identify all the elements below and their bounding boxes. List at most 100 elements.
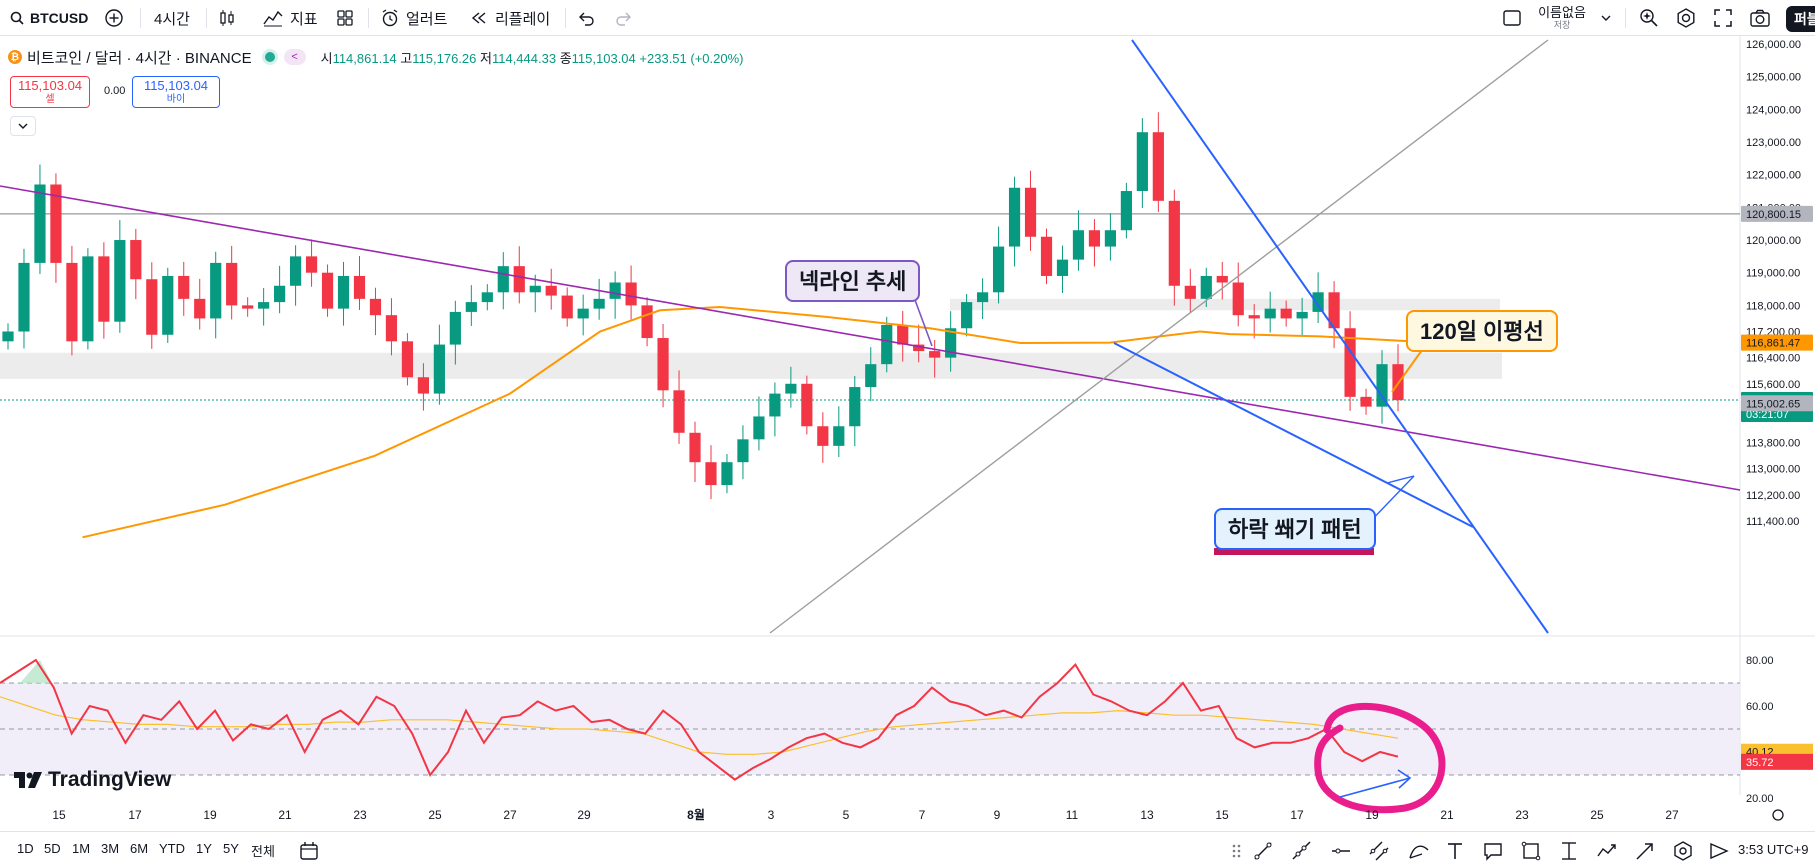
candle-body [1280, 308, 1292, 319]
wedge-callout[interactable]: 하락 쐐기 패턴 [1214, 508, 1376, 550]
horizontal-ray-icon[interactable] [1330, 840, 1352, 862]
candle-body [689, 432, 701, 463]
fullscreen-button[interactable] [1713, 0, 1733, 36]
candle-body [66, 262, 78, 342]
candle-body [337, 275, 350, 309]
candle-body [1008, 187, 1021, 247]
calendar-goto-icon[interactable] [298, 840, 320, 862]
divider [140, 8, 141, 28]
collapse-legend-button[interactable] [10, 116, 36, 136]
range-1m[interactable]: 1M [72, 841, 91, 856]
range-all[interactable]: 전체 [251, 844, 275, 859]
rsi-line[interactable] [0, 658, 1399, 781]
gear-icon [1677, 8, 1695, 28]
candle-body [577, 308, 589, 319]
axis-settings-icon[interactable] [1772, 809, 1784, 821]
indicators-button[interactable]: 지표 [262, 0, 318, 36]
add-circle-icon [105, 9, 123, 27]
candle-body [114, 240, 126, 322]
range-1y[interactable]: 1Y [196, 841, 212, 856]
timezone-clock[interactable]: 3:53 UTC+9 [1738, 842, 1809, 857]
publish-button[interactable]: 퍼블 [1786, 6, 1815, 32]
snapshot-button[interactable] [1749, 0, 1771, 36]
range-ytd[interactable]: YTD [159, 841, 185, 856]
range-1d[interactable]: 1D [17, 841, 34, 856]
candle-body [593, 298, 605, 309]
price-range-icon[interactable] [1558, 840, 1580, 862]
open-value: 114,861.14 [332, 50, 397, 66]
candle-body [305, 256, 318, 273]
sell-button[interactable]: 115,103.04 셀 [10, 76, 90, 108]
text-tool-icon[interactable] [1444, 840, 1466, 862]
tradingview-logo[interactable]: TradingView [14, 768, 171, 792]
candle-body [1360, 396, 1372, 407]
candle-body [977, 292, 989, 303]
alert-button[interactable]: 얼러트 [380, 0, 447, 36]
time-tick-label: 27 [1665, 808, 1679, 822]
candle-body [897, 324, 909, 345]
candle-body [1104, 230, 1117, 247]
ascending-trendline[interactable] [769, 39, 1549, 634]
time-tick-label: 5 [843, 808, 850, 822]
price-zone[interactable] [950, 298, 1500, 311]
divider [1625, 8, 1626, 28]
ma120-callout[interactable]: 120일 이평선 [1406, 310, 1558, 352]
rsi-badge [1741, 753, 1813, 770]
quick-search-button[interactable] [1638, 0, 1660, 36]
ma120-line[interactable] [82, 306, 1411, 539]
curve-icon[interactable] [1408, 840, 1430, 862]
shapes-icon[interactable] [1672, 840, 1694, 862]
layouts-button[interactable] [335, 0, 355, 36]
candles [2, 112, 1404, 500]
candle-body [992, 246, 1005, 293]
ma-pointer [1391, 349, 1423, 393]
candle-body [321, 272, 334, 309]
candle-body [82, 256, 94, 342]
layout-menu-button[interactable] [1600, 0, 1612, 36]
symbol-search[interactable]: BTCUSD [10, 0, 88, 36]
chart-area[interactable]: 126,000.00 125,000.00 124,000.00 123,000.00… [0, 36, 1815, 831]
search-icon [10, 11, 24, 25]
series-title[interactable]: 비트코인 / 달러 · 4시간 · BINANCE [27, 49, 252, 67]
candle-body [226, 262, 238, 306]
time-tick-label: 27 [503, 808, 517, 822]
candle-body [1264, 308, 1276, 319]
time-tick-label: 21 [278, 808, 292, 822]
time-tick-label: 15 [1215, 808, 1229, 822]
trend-line-icon[interactable] [1252, 840, 1274, 862]
parallel-channel-icon[interactable] [1368, 840, 1390, 862]
replay-button[interactable]: 리플레이 [469, 0, 550, 36]
time-tick-label: 9 [994, 808, 1001, 822]
compare-button[interactable] [104, 0, 124, 36]
ray-icon[interactable] [1290, 840, 1312, 862]
settings-button[interactable] [1675, 0, 1697, 36]
neckline-trendline[interactable] [0, 185, 1741, 491]
wedge-lower-line[interactable] [1113, 342, 1474, 528]
more-tools-icon[interactable] [1708, 840, 1730, 862]
wedge-upper-line[interactable] [1131, 39, 1549, 634]
chart-type-button[interactable] [217, 0, 237, 36]
path-tool-icon[interactable] [1596, 840, 1618, 862]
range-5y[interactable]: 5Y [223, 841, 239, 856]
callout-tool-icon[interactable] [1482, 840, 1504, 862]
share-icon[interactable]: < [283, 49, 306, 65]
layout-name-button[interactable]: 이름없음 저장 [1527, 6, 1597, 32]
interval-button[interactable]: 4시간 [154, 10, 190, 28]
redo-button[interactable] [614, 0, 634, 36]
candle-body [657, 338, 669, 391]
arrow-tool-icon[interactable] [1634, 840, 1656, 862]
drag-handle-icon[interactable] [1226, 840, 1248, 862]
buy-button[interactable]: 115,103.04 바이 [132, 76, 220, 108]
range-5d[interactable]: 5D [44, 841, 61, 856]
price-tick-label: 113,800.00 [1746, 438, 1800, 450]
price-zone[interactable] [0, 352, 1502, 379]
range-6m[interactable]: 6M [130, 841, 149, 856]
neckline-callout[interactable]: 넥라인 추세 [785, 260, 921, 302]
range-3m[interactable]: 3M [101, 841, 120, 856]
multi-layout-button[interactable] [1502, 0, 1522, 36]
rectangle-tool-icon[interactable] [1520, 840, 1542, 862]
candle-body [194, 298, 206, 319]
candle-body [1296, 311, 1308, 319]
undo-button[interactable] [576, 0, 596, 36]
top-toolbar: BTCUSD 4시간 지표 얼러트 리플레이 이름없음 저장 [0, 0, 1815, 36]
